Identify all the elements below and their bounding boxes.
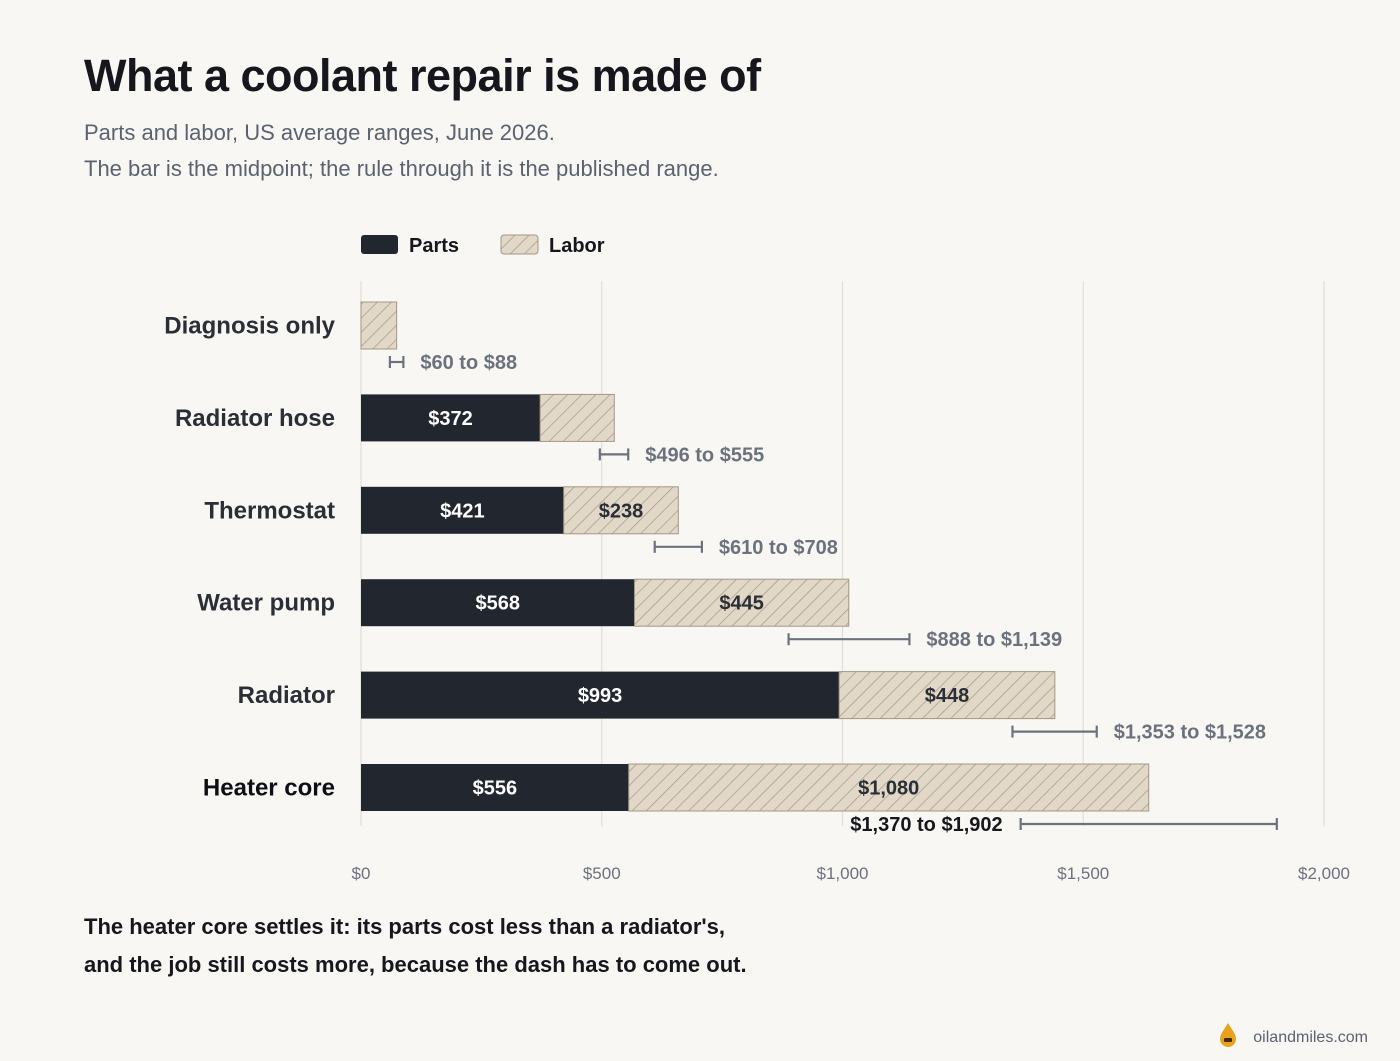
x-tick-label: $1,000 — [817, 864, 869, 883]
subtitle-line: Parts and labor, US average ranges, June… — [84, 120, 555, 145]
bar-label-parts: $568 — [475, 593, 520, 615]
bar-label-labor: $1,080 — [858, 778, 919, 800]
bar-labor — [838, 671, 1056, 720]
bar-parts — [361, 579, 635, 627]
range-label: $888 to $1,139 — [926, 629, 1062, 651]
site-name: oilandmiles.com — [1253, 1028, 1368, 1046]
legend: Parts Labor — [361, 234, 605, 257]
legend-label-parts: Parts — [409, 235, 459, 257]
bar-label-labor: $238 — [599, 500, 644, 522]
legend-swatch-labor — [500, 234, 539, 255]
x-tick-label: $0 — [352, 864, 371, 883]
bar-labor — [563, 486, 679, 535]
category-label: Heater core — [203, 775, 335, 802]
x-tick-label: $1,500 — [1057, 864, 1109, 883]
bar-parts — [361, 486, 564, 534]
chart-subtitle: Parts and labor, US average ranges, June… — [84, 115, 719, 187]
takeaway-note: The heater core settles it: its parts co… — [84, 908, 747, 984]
range-label: $60 to $88 — [420, 352, 517, 374]
bar-label-parts: $993 — [578, 685, 623, 707]
range-label: $496 to $555 — [645, 444, 764, 466]
takeaway-line: The heater core settles it: its parts co… — [84, 914, 726, 939]
grid — [360, 281, 1325, 826]
range-label: $1,370 to $1,902 — [850, 814, 1002, 836]
x-tick-label: $500 — [583, 864, 621, 883]
subtitle-line: The bar is the midpoint; the rule throug… — [84, 156, 719, 181]
category-label: Radiator hose — [175, 405, 335, 432]
bar-label-parts: $556 — [473, 778, 518, 800]
bar-parts — [361, 764, 629, 811]
bar-parts — [361, 394, 541, 442]
chart-title: What a coolant repair is made of — [84, 50, 761, 101]
category-label: Diagnosis only — [164, 313, 335, 340]
bar-labor — [539, 393, 615, 442]
category-label: Thermostat — [204, 497, 335, 524]
bar-labor — [360, 301, 398, 350]
bar-label-parts: $372 — [428, 408, 473, 430]
bar-parts — [361, 671, 840, 719]
bar-label-labor: $445 — [719, 593, 764, 615]
bar-label-parts: $421 — [440, 500, 485, 522]
footer: oilandmiles.com — [1217, 1022, 1368, 1053]
bar-labor — [628, 763, 1150, 812]
range-label: $1,353 to $1,528 — [1114, 722, 1266, 744]
takeaway-line: and the job still costs more, because th… — [84, 952, 747, 977]
bar-label-labor: $448 — [925, 685, 970, 707]
category-label: Radiator — [238, 682, 335, 709]
x-axis: $0 $500 $1,000 $1,500 $2,000 — [352, 864, 1350, 883]
x-tick-label: $2,000 — [1298, 864, 1350, 883]
oil-drop-icon — [1217, 1022, 1239, 1053]
bar-labor — [633, 578, 850, 627]
range-label: $610 to $708 — [719, 537, 838, 559]
legend-label-labor: Labor — [549, 235, 605, 257]
bars: Diagnosis only $60 to $88 Radiator hose $37… — [164, 301, 1278, 836]
category-label: Water pump — [197, 590, 335, 617]
legend-swatch-parts — [361, 235, 398, 254]
